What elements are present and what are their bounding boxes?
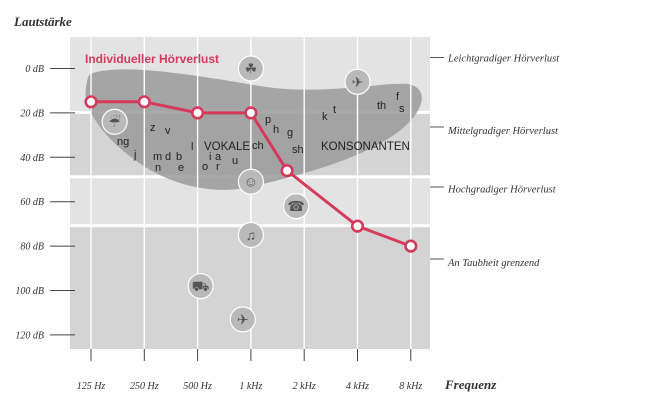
phoneme-n: n — [155, 162, 161, 174]
dripping-faucet-icon-circle — [101, 108, 128, 135]
phoneme-d: d — [165, 151, 171, 163]
y-tick-label: 0 dB — [25, 64, 44, 75]
vowels-label: VOKALE — [204, 141, 250, 153]
data-point — [84, 95, 98, 109]
phoneme-e: e — [178, 162, 184, 174]
phoneme-z: z — [150, 122, 156, 134]
sound-icons: ☔ ☘ ✈ ☺ ☎ ♫ ⛟ ✈ — [101, 55, 371, 333]
talking-person-icon: ☺ — [237, 168, 264, 195]
band-label: Leichtgradiger Hörverlust — [447, 54, 560, 65]
consonants-label: KONSONANTEN — [321, 141, 410, 153]
phoneme-j: j — [133, 149, 136, 161]
telephone-icon-glyph: ☎ — [287, 198, 304, 214]
phoneme-m: m — [153, 151, 162, 163]
speech-banana-shape — [85, 69, 422, 190]
y-tick-label: 20 dB — [20, 108, 44, 119]
band-label: Hochgradiger Hörverlust — [447, 185, 557, 196]
phoneme-v: v — [165, 125, 171, 137]
bird-icon: ✈ — [344, 68, 371, 95]
phoneme-ch: ch — [252, 140, 264, 152]
x-tick-label: 1 kHz — [239, 381, 262, 392]
x-axis-title: Frequenz — [444, 377, 497, 392]
phoneme-f: f — [396, 91, 400, 103]
music-icon: ♫ — [237, 221, 264, 249]
airplane-icon: ✈ — [229, 306, 256, 333]
y-tick-label: 80 dB — [20, 242, 44, 253]
dripping-faucet-icon-glyph: ☔ — [108, 113, 121, 130]
phoneme-r: r — [216, 161, 220, 173]
phoneme-a: a — [215, 151, 222, 163]
phoneme-h: h — [273, 124, 279, 136]
phoneme-b: b — [176, 151, 182, 163]
motorcycle-icon-circle — [187, 272, 214, 300]
y-tick-label: 100 dB — [15, 286, 44, 297]
phoneme-ng: ng — [117, 136, 129, 148]
phoneme-sh: sh — [292, 144, 304, 156]
x-tick-label: 4 kHz — [346, 381, 369, 392]
telephone-icon-circle — [282, 193, 310, 220]
speech-banana — [85, 69, 422, 190]
y-tick-label: 120 dB — [15, 330, 44, 341]
dripping-faucet-icon: ☔ — [101, 108, 128, 135]
talking-person-icon-glyph: ☺ — [244, 174, 258, 190]
y-axis-title: Lautstärke — [13, 14, 72, 29]
leaf-icon-glyph: ☘ — [245, 61, 258, 77]
airplane-icon-glyph: ✈ — [237, 311, 249, 327]
talking-person-icon-circle — [237, 168, 264, 195]
phoneme-k: k — [322, 111, 328, 123]
phoneme-th: th — [377, 100, 386, 112]
bird-icon-circle — [344, 68, 371, 95]
motorcycle-icon-glyph: ⛟ — [192, 278, 210, 294]
phoneme-g: g — [287, 127, 293, 139]
phoneme-s: s — [399, 103, 405, 115]
bird-icon-glyph: ✈ — [352, 74, 364, 90]
airplane-icon-circle — [229, 306, 256, 333]
y-tick-label: 40 dB — [20, 153, 44, 164]
data-point — [137, 95, 151, 109]
phoneme-l: l — [191, 141, 193, 153]
data-point — [404, 239, 418, 253]
x-tick-label: 500 Hz — [183, 381, 212, 392]
band-label: An Taubheit grenzend — [447, 258, 540, 269]
x-tick-label: 2 kHz — [293, 381, 316, 392]
x-tick-label: 8 kHz — [399, 381, 422, 392]
y-tick-label: 60 dB — [20, 197, 44, 208]
phoneme-p: p — [265, 114, 271, 126]
data-point — [191, 106, 205, 120]
x-tick-label: 250 Hz — [130, 381, 159, 392]
leaf-icon: ☘ — [237, 55, 264, 82]
phoneme-t: t — [333, 104, 336, 116]
motorcycle-icon: ⛟ — [187, 272, 214, 300]
axes: 0 dB 20 dB 40 dB 60 dB 80 dB 100 dB 120 dB 125 … — [15, 64, 422, 392]
series-individual-loss — [84, 95, 418, 253]
data-point — [350, 219, 365, 233]
data-point — [280, 164, 294, 178]
phoneme-i: i — [209, 151, 211, 163]
leaf-icon-circle — [237, 55, 264, 82]
telephone-icon: ☎ — [282, 193, 310, 220]
music-icon-glyph: ♫ — [246, 227, 257, 243]
phoneme-u: u — [232, 155, 238, 167]
music-icon-circle — [237, 221, 264, 249]
x-tick-label: 125 Hz — [77, 381, 106, 392]
series-label: Individueller Hörverlust — [85, 52, 219, 66]
data-point — [244, 106, 258, 120]
phoneme-o: o — [202, 161, 208, 173]
band-label: Mittelgradiger Hörverlust — [447, 126, 559, 137]
